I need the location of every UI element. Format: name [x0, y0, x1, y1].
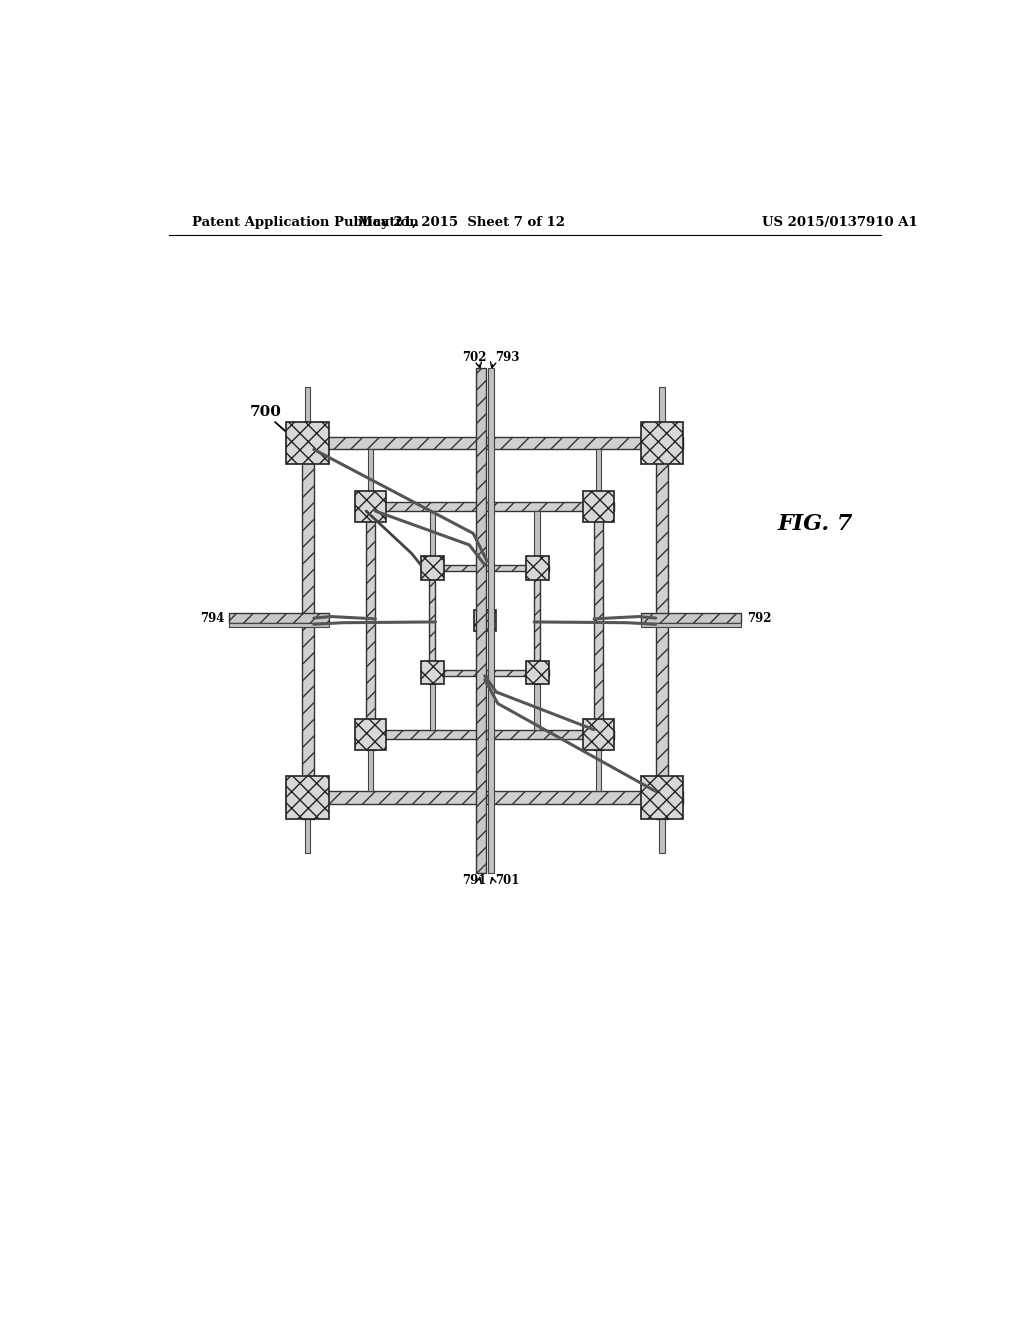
Bar [305, 818, 310, 853]
Bar [355, 491, 386, 521]
Bar [355, 719, 386, 750]
Bar [488, 368, 494, 873]
Text: 791: 791 [463, 874, 487, 887]
Bar [368, 450, 374, 491]
Bar [355, 730, 614, 739]
Bar [368, 750, 374, 792]
Bar [525, 557, 549, 579]
Text: Patent Application Publication: Patent Application Publication [193, 216, 419, 230]
Bar [659, 388, 665, 422]
Bar [228, 623, 329, 627]
Bar [641, 776, 683, 818]
Bar [429, 557, 435, 684]
Text: 792: 792 [746, 612, 771, 626]
Bar [287, 437, 683, 449]
Bar [535, 557, 541, 684]
Bar [641, 422, 683, 465]
Text: 702: 702 [463, 351, 487, 363]
Text: 700: 700 [250, 405, 282, 420]
Bar [287, 776, 329, 818]
Bar [228, 612, 329, 623]
Text: 794: 794 [201, 612, 225, 626]
Bar [430, 684, 435, 730]
Bar [596, 750, 601, 792]
Bar [659, 818, 665, 853]
Bar [535, 511, 540, 557]
Bar [641, 623, 740, 627]
Bar [355, 502, 614, 511]
Bar [594, 491, 603, 750]
Bar [421, 557, 444, 579]
Bar [474, 610, 496, 631]
Bar [430, 511, 435, 557]
Text: 793: 793 [495, 351, 519, 363]
Bar [287, 422, 329, 465]
Bar [421, 661, 444, 684]
Bar [421, 565, 549, 572]
Bar [301, 422, 313, 818]
Bar [584, 491, 614, 521]
Bar [596, 450, 601, 491]
Bar [641, 612, 740, 623]
Bar [476, 368, 486, 873]
Text: 701: 701 [495, 874, 519, 887]
Bar [421, 669, 549, 676]
Bar [655, 422, 668, 818]
Bar [367, 491, 376, 750]
Bar [525, 661, 549, 684]
Text: FIG. 7: FIG. 7 [777, 512, 853, 535]
Bar [535, 684, 540, 730]
Bar [305, 388, 310, 422]
Text: May 21, 2015  Sheet 7 of 12: May 21, 2015 Sheet 7 of 12 [358, 216, 565, 230]
Text: US 2015/0137910 A1: US 2015/0137910 A1 [762, 216, 918, 230]
Bar [584, 719, 614, 750]
Bar [287, 792, 683, 804]
